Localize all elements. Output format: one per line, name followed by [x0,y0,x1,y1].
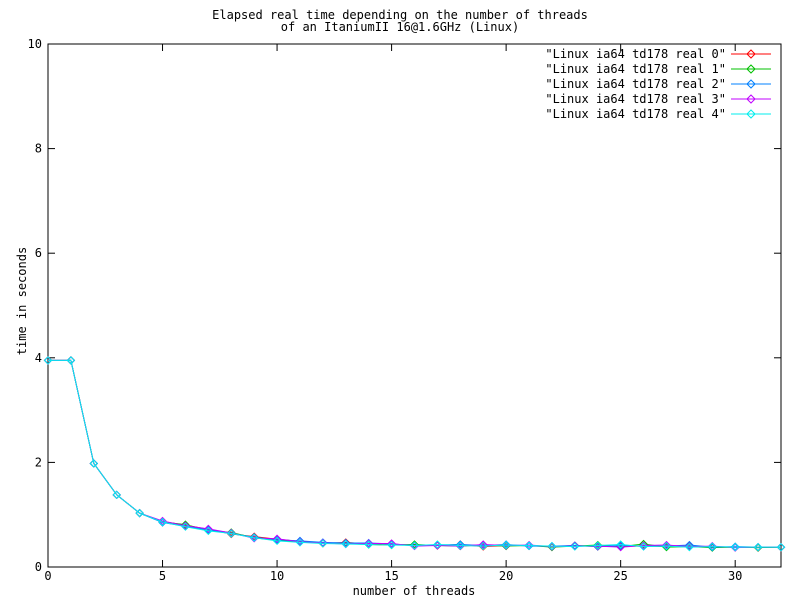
series-marker-real-3 [639,541,648,550]
series-marker-real-3 [181,521,190,530]
series-marker-real-4 [708,542,717,551]
series-marker-real-4 [501,540,511,550]
series-marker-real-4 [685,542,694,552]
legend-marker-real-2 [746,79,756,89]
x-tick-label: 30 [728,569,742,583]
series-line-real-3 [48,359,781,549]
series-marker-real-4 [730,542,740,552]
series-marker-real-4 [479,541,488,551]
series-marker-real-3 [158,516,167,526]
series-marker-real-4 [662,541,671,551]
series-marker-real-4 [387,540,396,550]
series-marker-real-4 [295,538,305,547]
plot-border [47,43,782,568]
legend-label-real-3: "Linux ia64 td178 real 3" [545,92,726,106]
series-marker-real-4 [456,541,465,550]
series-marker-real-1 [181,520,190,529]
series-marker-real-4 [227,529,236,538]
series-marker-real-4 [593,541,602,550]
series-marker-real-4 [570,542,580,551]
y-axis-label: time in seconds [15,246,29,356]
legend-marker-real-1 [746,64,756,74]
series-marker-real-2 [341,538,350,548]
series-marker-real-4 [66,356,76,365]
series-marker-real-4 [524,541,534,550]
y-tick-label: 8 [35,142,42,156]
series-marker-real-4 [43,356,53,365]
y-tick-label: 4 [35,351,42,365]
legend-marker-real-3 [746,94,756,104]
series-marker-real-4 [776,542,786,552]
legend-label-real-1: "Linux ia64 td178 real 1" [545,62,726,76]
series-marker-real-4 [364,540,373,549]
x-tick-label: 25 [613,569,627,583]
series-marker-real-4 [639,542,648,551]
legend-label-real-4: "Linux ia64 td178 real 4" [545,107,726,121]
series-marker-real-4 [272,536,282,546]
series-marker-real-3 [387,539,396,548]
series-marker-real-4 [181,522,190,531]
series-marker-real-4 [249,533,259,542]
x-tick-label: 5 [159,569,166,583]
series-line-real-4 [48,359,781,548]
series-marker-real-4 [753,542,763,552]
series-marker-real-4 [547,541,557,551]
x-tick-label: 20 [499,569,513,583]
series-marker-real-4 [112,490,121,500]
series-marker-real-4 [135,508,144,518]
series-marker-real-4 [616,540,625,549]
x-axis-label: number of threads [352,584,476,598]
y-tick-label: 2 [35,455,42,469]
x-tick-label: 0 [44,569,51,583]
chart-title: Elapsed real time depending on the numbe… [212,8,588,22]
series-marker-real-3 [364,539,373,548]
series-marker-real-3 [204,524,213,534]
series-marker-real-2 [295,536,305,546]
series-marker-real-4 [433,540,442,549]
series-marker-real-3 [272,534,282,543]
legend-label-real-2: "Linux ia64 td178 real 2" [545,77,726,91]
series-marker-real-4 [318,539,328,548]
legend-marker-real-0 [746,49,756,59]
series-marker-real-4 [204,526,213,536]
series-marker-real-1 [410,540,419,549]
series-marker-real-4 [341,539,350,549]
y-tick-label: 6 [35,246,42,260]
series-marker-real-4 [410,541,419,550]
x-tick-label: 15 [384,569,398,583]
chart-subtitle: of an ItaniumII 16@1.6GHz (Linux) [280,20,520,34]
series-marker-real-3 [479,540,488,549]
series-marker-real-4 [89,459,99,468]
y-tick-label: 10 [28,37,42,51]
series-marker-real-4 [158,517,167,527]
series-marker-real-2 [456,540,465,549]
series-marker-real-2 [685,540,694,550]
legend-label-real-0: "Linux ia64 td178 real 0" [545,47,726,61]
series-marker-real-1 [639,539,648,549]
series-marker-real-3 [662,540,671,550]
x-tick-label: 10 [270,569,284,583]
legend-marker-real-4 [746,109,756,119]
y-tick-label: 0 [35,560,42,574]
